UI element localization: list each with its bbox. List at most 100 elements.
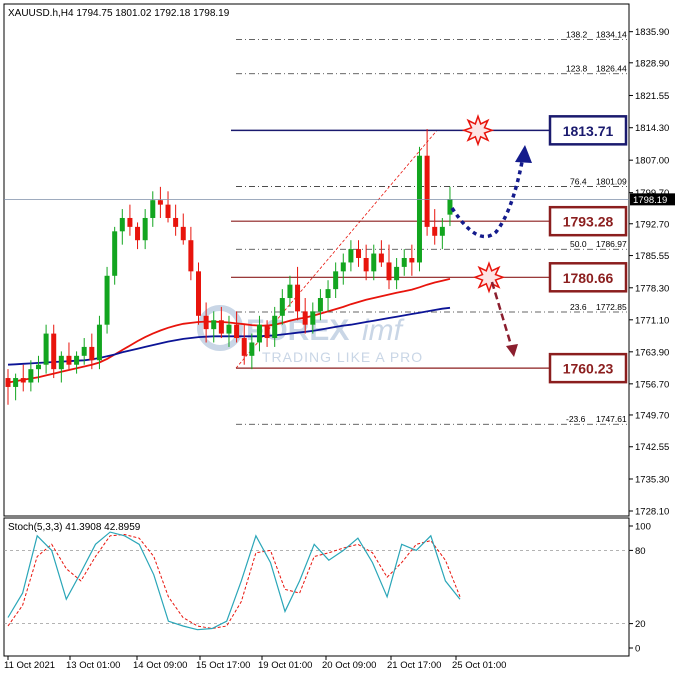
candle-body [295,284,301,312]
candle-body [378,253,384,263]
candle-body [150,200,156,218]
price-tick-label: 1792.70 [635,219,669,230]
price-tick-label: 1728.10 [635,507,669,518]
candle-body [416,155,422,263]
candle-body [104,275,110,325]
candle-body [333,271,339,290]
price-tick-label: 1763.90 [635,347,669,358]
fib-level-price: 1786.97 [596,239,627,249]
candle-body [272,315,278,339]
candle-body [135,226,141,241]
candle-body [348,249,354,263]
watermark-tagline: TRADING LIKE A PRO [262,349,423,365]
candle-body [287,284,293,299]
x-tick-label: 11 Oct 2021 [4,660,55,671]
candle-body [20,378,26,383]
main-pane-frame [3,3,630,517]
candle-body [43,333,49,365]
key-level-label: 1793.28 [563,214,614,230]
candle-body [249,342,255,356]
candle-body [218,320,224,334]
bullish-arrowhead-icon [515,145,532,163]
bullish-path [450,161,524,239]
watermark-logo-icon [197,305,243,351]
price-tick-label: 1771.10 [635,315,669,326]
candle-body [81,346,87,356]
candle-body [211,320,217,330]
candle-body [371,253,377,272]
current-price-label: 1798.19 [633,195,667,206]
resistance-burst-icon [461,114,495,147]
fib-level-price: 1801.09 [596,176,627,186]
key-level-box [548,115,628,146]
candle-body [180,226,186,241]
candle-body [447,199,453,215]
candle-body [439,226,445,236]
key-level-label: 1780.66 [563,270,614,286]
x-tick-label: 20 Oct 09:00 [322,660,376,671]
fib-level-price: 1772.85 [596,302,627,312]
stoch-header: Stoch(5,3,3) 41.3908 42.8959 [8,522,141,533]
x-tick-label: 13 Oct 01:00 [66,660,120,671]
candle-body [203,315,209,330]
stoch-tick-label: 0 [635,644,640,655]
candle-body [35,364,41,370]
candle-body [424,155,430,227]
stoch-tick-label: 80 [635,546,646,557]
candle-body [127,217,133,227]
candle-body [165,204,171,218]
price-tick-label: 1807.00 [635,156,669,167]
key-level-label: 1760.23 [563,361,614,377]
key-level-box [548,205,628,237]
candle-body [119,217,125,232]
candle-body [264,324,270,339]
candle-body [173,217,179,227]
x-tick-label: 14 Oct 09:00 [133,660,187,671]
stoch-tick-label: 20 [635,619,646,630]
stoch-main-line [7,531,461,631]
candle-body [317,298,323,312]
candle-body [157,200,163,205]
price-tick-label: 1828.90 [635,58,669,69]
fib-level-ratio: 50.0 [570,239,587,249]
x-tick-label: 19 Oct 01:00 [258,660,312,671]
candle-body [188,240,194,272]
key-level-box [548,352,628,384]
price-tick-label: 1778.30 [635,283,669,294]
candle-body [386,262,392,281]
fib-level-ratio: 76.4 [570,176,587,186]
candle-body [409,257,415,263]
price-tick-label: 1821.55 [635,91,669,102]
key-level-label: 1813.71 [563,123,614,139]
key-level-box [548,262,628,293]
bearish-arrowhead-icon [506,344,518,357]
x-tick-label: 15 Oct 17:00 [196,660,250,671]
candle-body [51,333,57,370]
fib-level-ratio: 123.8 [566,64,588,74]
price-tick-label: 1814.30 [635,123,669,134]
price-tick-label: 1749.70 [635,410,669,421]
candle-body [310,311,316,325]
candle-body [356,249,362,258]
stoch-signal-line [7,533,461,630]
candle-body [432,226,438,236]
candle-body [58,355,64,370]
candle-body [196,271,201,316]
price-tick-label: 1835.90 [635,27,669,38]
candle-body [394,266,400,281]
candle-body [302,311,308,325]
candle-body [96,324,102,361]
candle-body [74,355,80,365]
candle-body [28,369,34,383]
candle-body [340,262,346,272]
x-tick-label: 25 Oct 01:00 [452,660,506,671]
candle-body [112,231,118,276]
price-tick-label: 1742.55 [635,442,669,453]
candle-body [279,298,285,316]
price-tick-label: 1785.55 [635,251,669,262]
x-tick-label: 21 Oct 17:00 [387,660,441,671]
trade-annotations [450,114,532,357]
support-burst-icon [472,261,506,294]
